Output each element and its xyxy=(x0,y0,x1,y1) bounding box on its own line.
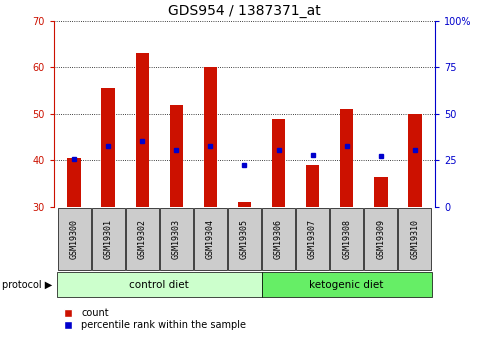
FancyBboxPatch shape xyxy=(57,272,261,297)
Text: GSM19307: GSM19307 xyxy=(307,219,316,259)
Text: GSM19303: GSM19303 xyxy=(172,219,181,259)
Text: control diet: control diet xyxy=(129,280,189,289)
Bar xyxy=(339,109,353,207)
Bar xyxy=(203,67,217,207)
Bar xyxy=(373,177,387,207)
Title: GDS954 / 1387371_at: GDS954 / 1387371_at xyxy=(168,4,320,18)
Bar xyxy=(169,105,183,207)
FancyBboxPatch shape xyxy=(228,208,260,270)
Bar xyxy=(271,119,285,207)
Text: GSM19300: GSM19300 xyxy=(70,219,79,259)
FancyBboxPatch shape xyxy=(398,208,430,270)
Text: GSM19306: GSM19306 xyxy=(273,219,283,259)
FancyBboxPatch shape xyxy=(364,208,396,270)
Text: GSM19310: GSM19310 xyxy=(409,219,418,259)
Text: GSM19304: GSM19304 xyxy=(205,219,215,259)
FancyBboxPatch shape xyxy=(160,208,192,270)
Bar xyxy=(67,158,81,207)
Legend: count, percentile rank within the sample: count, percentile rank within the sample xyxy=(59,308,245,331)
FancyBboxPatch shape xyxy=(92,208,124,270)
FancyBboxPatch shape xyxy=(194,208,226,270)
FancyBboxPatch shape xyxy=(261,272,431,297)
Text: GSM19308: GSM19308 xyxy=(342,219,350,259)
FancyBboxPatch shape xyxy=(296,208,328,270)
Text: GSM19309: GSM19309 xyxy=(375,219,385,259)
FancyBboxPatch shape xyxy=(58,208,90,270)
Text: GSM19302: GSM19302 xyxy=(138,219,146,259)
Text: GSM19305: GSM19305 xyxy=(240,219,248,259)
Text: protocol ▶: protocol ▶ xyxy=(2,280,53,289)
FancyBboxPatch shape xyxy=(330,208,362,270)
FancyBboxPatch shape xyxy=(262,208,294,270)
Bar xyxy=(305,165,319,207)
FancyBboxPatch shape xyxy=(126,208,158,270)
Bar xyxy=(407,114,421,207)
Bar xyxy=(135,53,149,207)
Bar xyxy=(237,202,251,207)
Text: ketogenic diet: ketogenic diet xyxy=(309,280,383,289)
Bar xyxy=(102,88,115,207)
Text: GSM19301: GSM19301 xyxy=(103,219,113,259)
